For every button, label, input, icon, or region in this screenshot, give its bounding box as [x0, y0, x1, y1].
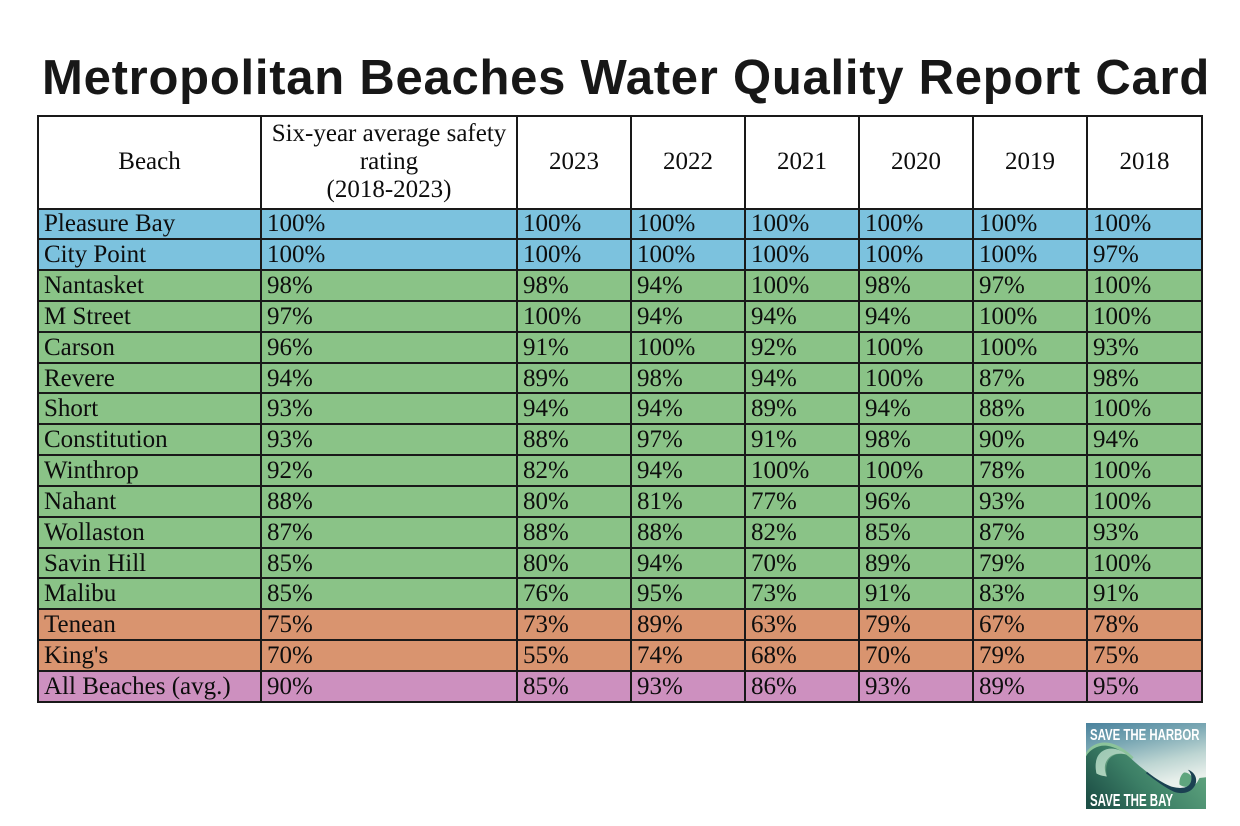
svg-text:SAVE THE BAY: SAVE THE BAY [1090, 790, 1173, 809]
svg-text:SAVE THE HARBOR: SAVE THE HARBOR [1090, 727, 1200, 744]
